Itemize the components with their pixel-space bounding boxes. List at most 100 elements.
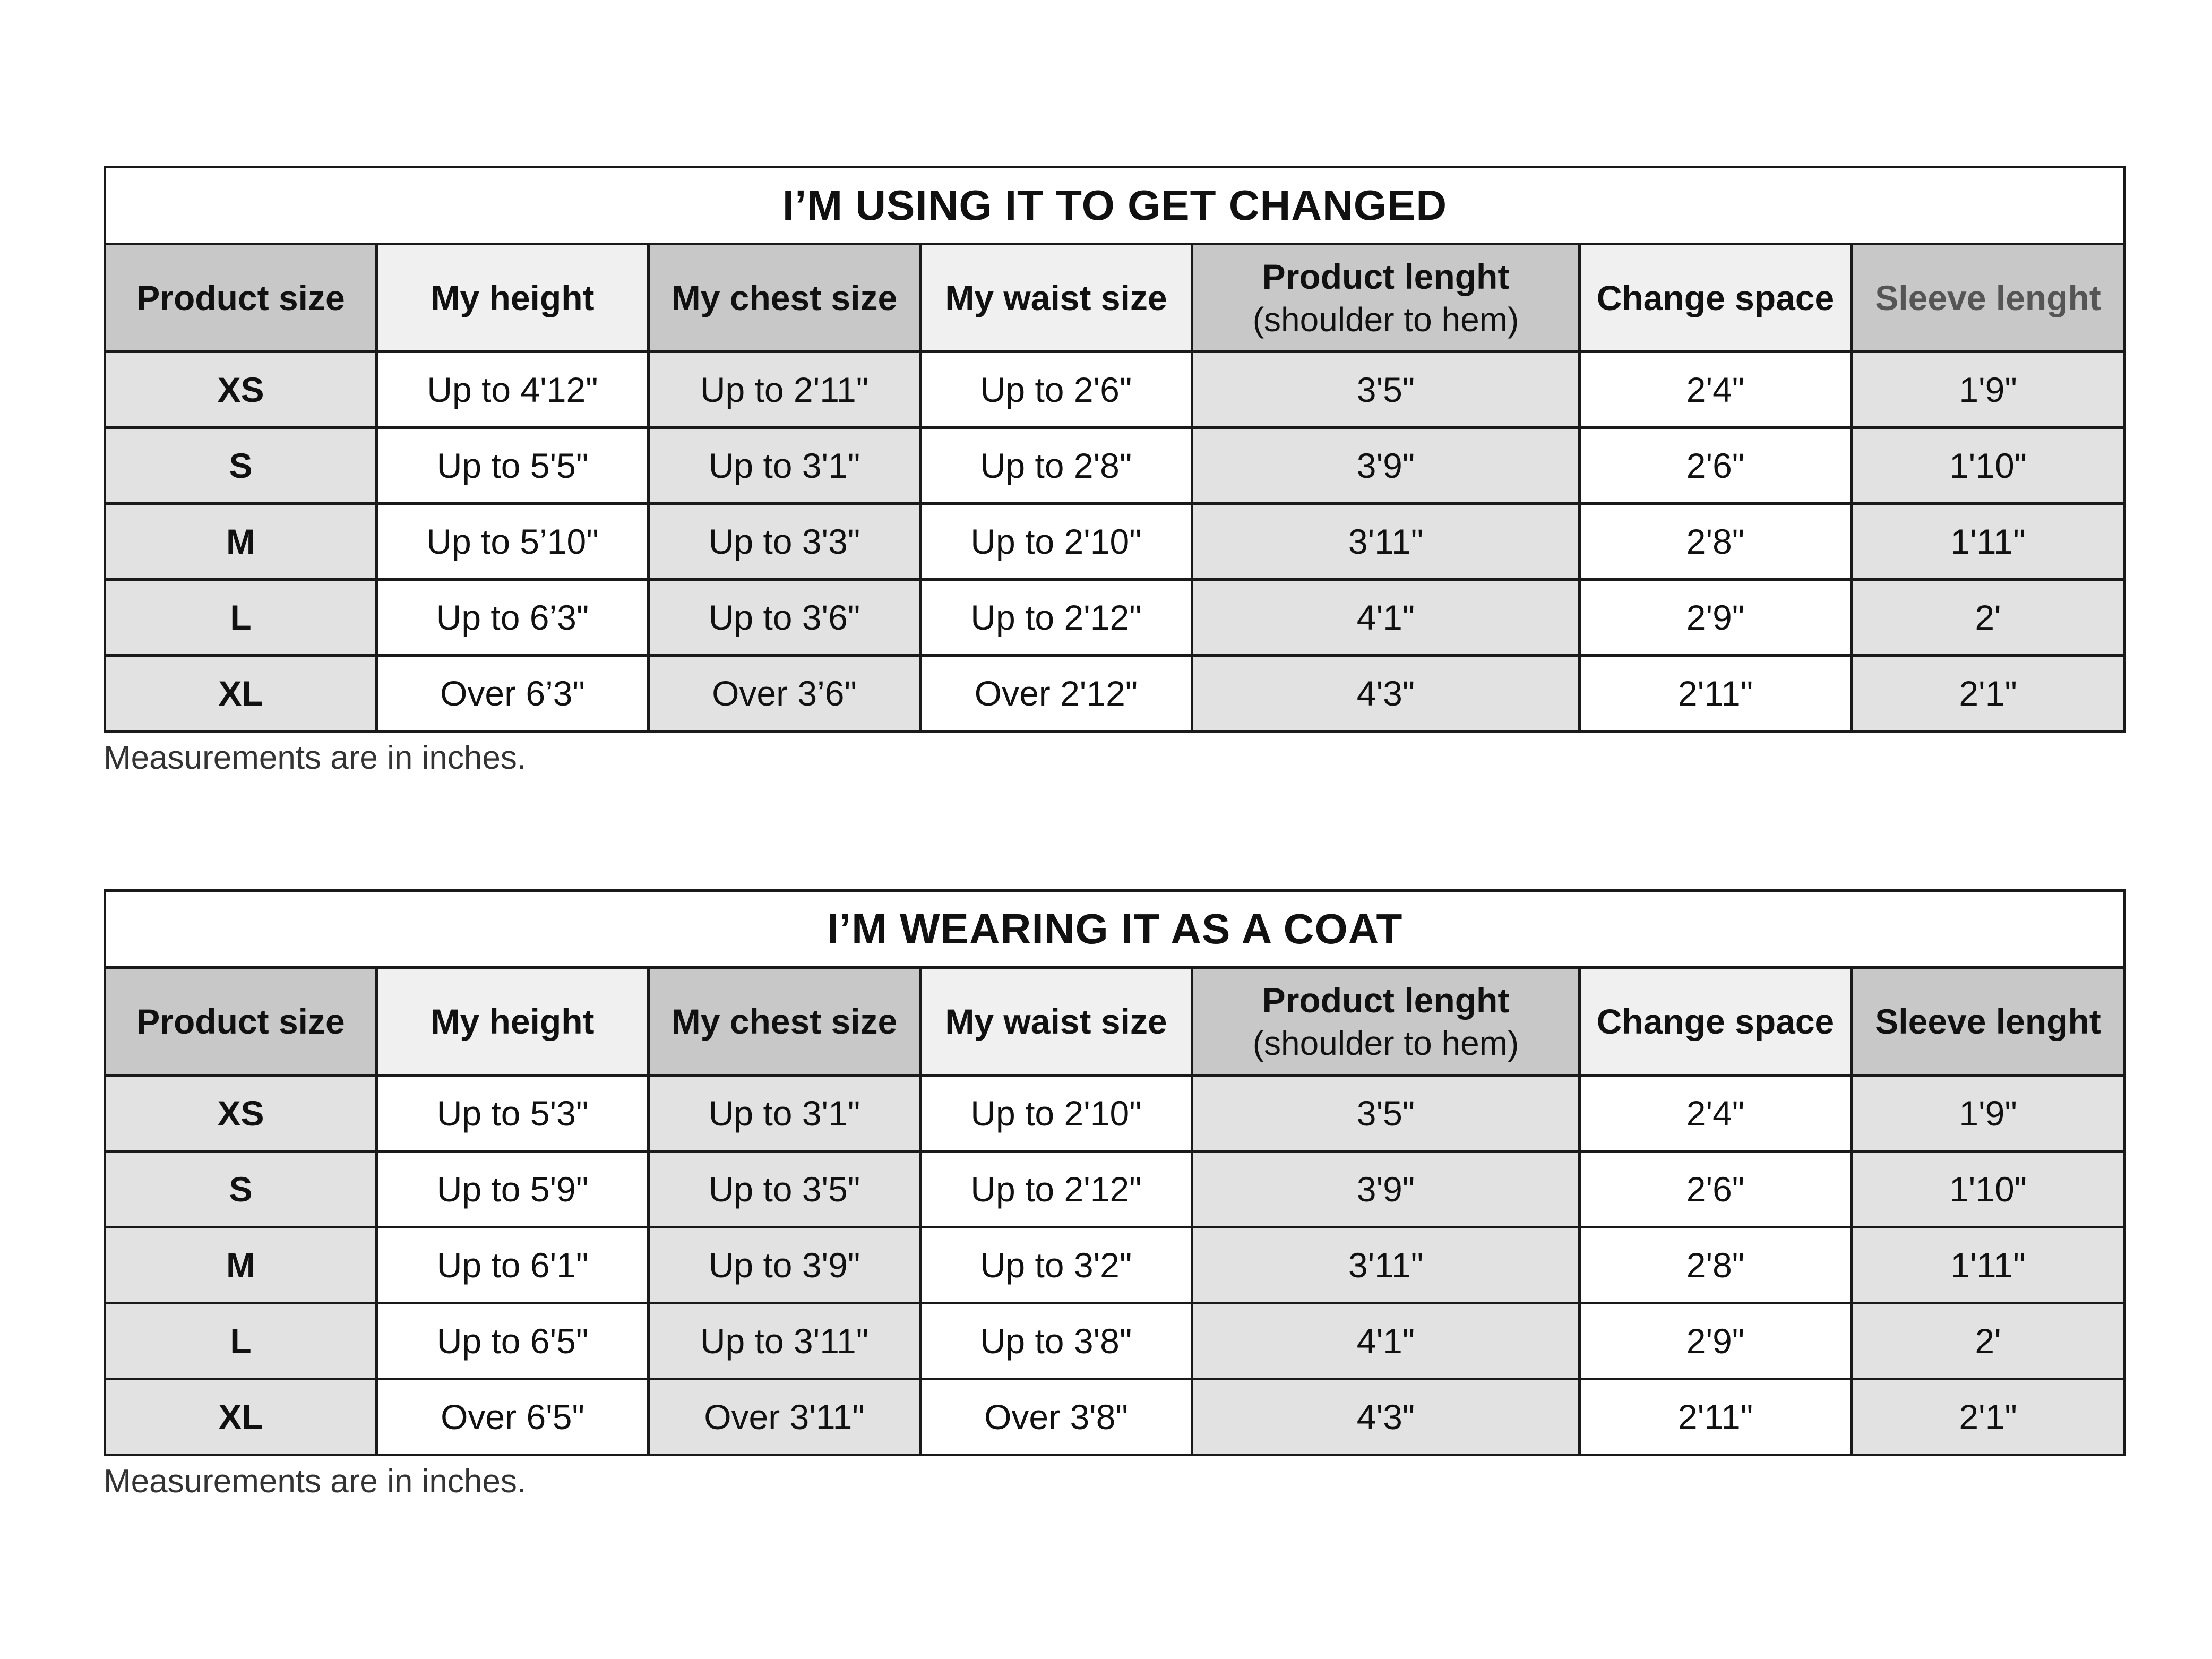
column-header-change-space: Change space (1578, 966, 1853, 1077)
cell-my-chest-size: Over 3’6" (647, 654, 922, 733)
cell-my-chest-size: Up to 3'6" (647, 578, 922, 657)
measurement-note: Measurements are in inches. (104, 1463, 527, 1500)
column-header-label: Sleeve lenght (1875, 278, 2101, 317)
column-header-label: Product lenght (1262, 256, 1510, 296)
cell-my-chest-size: Over 3'11" (647, 1378, 922, 1456)
column-header-sleeve-length: Sleeve lenght (1849, 243, 2127, 353)
cell-product-size: XL (104, 1378, 378, 1456)
cell-my-chest-size: Up to 3'3" (647, 502, 922, 581)
cell-change-space: 2'9" (1578, 578, 1853, 657)
cell-product-size: L (104, 578, 378, 657)
column-header-label: My chest size (671, 278, 898, 317)
column-header-label: My height (431, 278, 595, 317)
header-row: Product size My height My chest size My wai… (104, 243, 2127, 353)
cell-sleeve-length: 2'1" (1849, 654, 2127, 733)
cell-my-height: Up to 4'12" (375, 350, 650, 429)
cell-change-space: 2'4" (1578, 350, 1853, 429)
column-header-label: My waist size (945, 1001, 1167, 1041)
cell-my-waist-size: Up to 2'12" (919, 578, 1193, 657)
column-header-my-chest-size: My chest size (647, 966, 922, 1077)
cell-product-size: L (104, 1302, 378, 1380)
cell-my-chest-size: Up to 3'1" (647, 1074, 922, 1153)
column-header-my-waist-size: My waist size (919, 966, 1193, 1077)
table-row: S Up to 5'5" Up to 3'1" Up to 2'8" 3'9" 2'6" 1… (104, 426, 2127, 505)
cell-my-chest-size: Up to 3'5" (647, 1150, 922, 1228)
column-header-product-length: Product lenght (shoulder to hem) (1191, 243, 1581, 353)
table-row: M Up to 6'1" Up to 3'9" Up to 3'2" 3'11" 2'8"… (104, 1226, 2127, 1304)
cell-product-length: 4'1" (1191, 578, 1581, 657)
cell-sleeve-length: 2' (1849, 578, 2127, 657)
cell-my-chest-size: Up to 2'11" (647, 350, 922, 429)
cell-change-space: 2'8" (1578, 1226, 1853, 1304)
cell-my-waist-size: Over 2'12" (919, 654, 1193, 733)
column-header-sublabel: (shoulder to hem) (1252, 1024, 1519, 1063)
cell-change-space: 2'11" (1578, 1378, 1853, 1456)
cell-my-waist-size: Up to 3'8" (919, 1302, 1193, 1380)
table-row: XS Up to 4'12" Up to 2'11" Up to 2'6" 3'5" 2'… (104, 350, 2127, 429)
table-row: XL Over 6'5" Over 3'11" Over 3'8" 4'3" 2'11" 2… (104, 1378, 2127, 1456)
table-row: XS Up to 5'3" Up to 3'1" Up to 2'10" 3'5" 2'4… (104, 1074, 2127, 1153)
cell-sleeve-length: 1'9" (1849, 350, 2127, 429)
cell-my-waist-size: Up to 2'10" (919, 1074, 1193, 1153)
cell-sleeve-length: 1'9" (1849, 1074, 2127, 1153)
cell-sleeve-length: 1'11" (1849, 1226, 2127, 1304)
cell-sleeve-length: 2' (1849, 1302, 2127, 1380)
column-header-label: My chest size (671, 1001, 898, 1041)
column-header-label: Product size (136, 1001, 345, 1041)
size-chart-changing: I’M USING IT TO GET CHANGED Product size M… (103, 166, 2127, 777)
column-header-my-height: My height (375, 966, 650, 1077)
cell-product-size: S (104, 426, 378, 505)
cell-my-waist-size: Up to 2'8" (919, 426, 1193, 505)
size-table: I’M USING IT TO GET CHANGED Product size M… (103, 166, 2127, 733)
cell-product-length: 4'1" (1191, 1302, 1581, 1380)
cell-sleeve-length: 1'10" (1849, 426, 2127, 505)
cell-my-height: Over 6’3" (375, 654, 650, 733)
column-header-my-height: My height (375, 243, 650, 353)
cell-product-size: M (104, 502, 378, 581)
cell-sleeve-length: 2'1" (1849, 1378, 2127, 1456)
cell-sleeve-length: 1'11" (1849, 502, 2127, 581)
cell-product-length: 4'3" (1191, 654, 1581, 733)
cell-sleeve-length: 1'10" (1849, 1150, 2127, 1228)
table-title-row: I’M USING IT TO GET CHANGED (103, 166, 2127, 245)
cell-product-length: 4'3" (1191, 1378, 1581, 1456)
cell-my-height: Up to 6’3" (375, 578, 650, 657)
cell-product-length: 3'5" (1191, 350, 1581, 429)
cell-my-waist-size: Up to 3'2" (919, 1226, 1193, 1304)
cell-product-size: M (104, 1226, 378, 1304)
table-row: M Up to 5’10" Up to 3'3" Up to 2'10" 3'11" 2'… (104, 502, 2127, 581)
cell-my-height: Over 6'5" (375, 1378, 650, 1456)
column-header-product-length: Product lenght (shoulder to hem) (1191, 966, 1581, 1077)
cell-my-chest-size: Up to 3'1" (647, 426, 922, 505)
cell-my-chest-size: Up to 3'9" (647, 1226, 922, 1304)
column-header-label: Product size (136, 278, 345, 317)
cell-my-waist-size: Up to 2'6" (919, 350, 1193, 429)
cell-change-space: 2'11" (1578, 654, 1853, 733)
cell-my-height: Up to 6'5" (375, 1302, 650, 1380)
cell-change-space: 2'8" (1578, 502, 1853, 581)
column-header-sleeve-length: Sleeve lenght (1849, 966, 2127, 1077)
cell-my-waist-size: Up to 2'12" (919, 1150, 1193, 1228)
header-row: Product size My height My chest size My wai… (104, 966, 2127, 1077)
column-header-my-chest-size: My chest size (647, 243, 922, 353)
cell-product-length: 3'9" (1191, 1150, 1581, 1228)
table-row: S Up to 5'9" Up to 3'5" Up to 2'12" 3'9" 2'6"… (104, 1150, 2127, 1228)
cell-product-length: 3'11" (1191, 502, 1581, 581)
cell-change-space: 2'6" (1578, 426, 1853, 505)
cell-product-size: XL (104, 654, 378, 733)
cell-my-height: Up to 5’10" (375, 502, 650, 581)
column-header-sublabel: (shoulder to hem) (1252, 300, 1519, 339)
table-row: L Up to 6'5" Up to 3'11" Up to 3'8" 4'1" 2'9"… (104, 1302, 2127, 1380)
cell-product-size: S (104, 1150, 378, 1228)
column-header-label: Change space (1596, 1001, 1835, 1041)
cell-product-size: XS (104, 350, 378, 429)
cell-change-space: 2'4" (1578, 1074, 1853, 1153)
column-header-label: Sleeve lenght (1875, 1001, 2101, 1041)
column-header-change-space: Change space (1578, 243, 1853, 353)
cell-product-length: 3'11" (1191, 1226, 1581, 1304)
column-header-label: My height (431, 1001, 595, 1041)
table-row: L Up to 6’3" Up to 3'6" Up to 2'12" 4'1" 2'9"… (104, 578, 2127, 657)
cell-my-height: Up to 5'5" (375, 426, 650, 505)
cell-change-space: 2'9" (1578, 1302, 1853, 1380)
table-row: XL Over 6’3" Over 3’6" Over 2'12" 4'3" 2'11" 2… (104, 654, 2127, 733)
